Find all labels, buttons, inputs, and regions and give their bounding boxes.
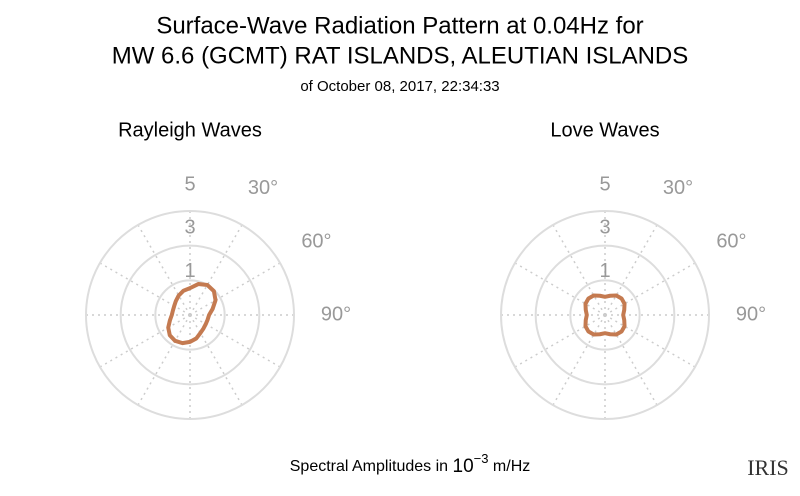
theta-tick-label: 60° bbox=[301, 230, 331, 252]
spoke bbox=[189, 262, 281, 316]
spoke bbox=[514, 262, 606, 316]
spoke bbox=[137, 314, 191, 406]
subplot-title: Rayleigh Waves bbox=[118, 119, 262, 141]
grid-circle bbox=[85, 210, 295, 420]
footer-base: 10 bbox=[453, 456, 474, 477]
spoke bbox=[604, 262, 696, 316]
r-tick-label: 5 bbox=[599, 173, 610, 195]
spoke bbox=[99, 262, 191, 316]
theta-tick-label: 90° bbox=[321, 303, 351, 325]
spoke bbox=[189, 314, 243, 406]
r-tick-label: 1 bbox=[184, 260, 195, 282]
theta-tick-label: 60° bbox=[716, 230, 746, 252]
spoke bbox=[604, 314, 658, 406]
grid-circle bbox=[500, 210, 710, 420]
grid-circle bbox=[119, 244, 261, 386]
spoke bbox=[514, 314, 606, 368]
r-tick-label: 3 bbox=[184, 217, 195, 239]
radiation-pattern bbox=[583, 293, 627, 337]
title: Surface-Wave Radiation Pattern at 0.04Hz… bbox=[156, 12, 643, 39]
spoke bbox=[552, 224, 606, 316]
grid-circle bbox=[154, 279, 226, 351]
spoke bbox=[189, 314, 281, 368]
theta-tick-label: 30° bbox=[248, 177, 278, 199]
spoke bbox=[604, 314, 696, 368]
spoke bbox=[552, 314, 606, 406]
spoke bbox=[137, 224, 191, 316]
spoke bbox=[604, 224, 658, 316]
theta-tick-label: 90° bbox=[736, 303, 766, 325]
theta-tick-label: 30° bbox=[663, 177, 693, 199]
footer: Spectral Amplitudes in 10−3 m/Hz bbox=[290, 451, 531, 477]
grid-circle bbox=[534, 244, 676, 386]
logo: IRIS bbox=[747, 455, 789, 480]
subplot-title: Love Waves bbox=[550, 119, 659, 141]
r-tick-label: 5 bbox=[184, 173, 195, 195]
grid-circle bbox=[569, 279, 641, 351]
r-tick-label: 1 bbox=[599, 260, 610, 282]
footer-unit: m/Hz bbox=[488, 458, 530, 475]
radiation-pattern bbox=[166, 282, 218, 346]
subtitle: of October 08, 2017, 22:34:33 bbox=[300, 78, 499, 95]
footer-exponent: −3 bbox=[474, 451, 489, 466]
r-tick-label: 3 bbox=[599, 217, 610, 239]
footer-text: Spectral Amplitudes in bbox=[290, 458, 453, 475]
title: MW 6.6 (GCMT) RAT ISLANDS, ALEUTIAN ISLA… bbox=[112, 42, 689, 69]
